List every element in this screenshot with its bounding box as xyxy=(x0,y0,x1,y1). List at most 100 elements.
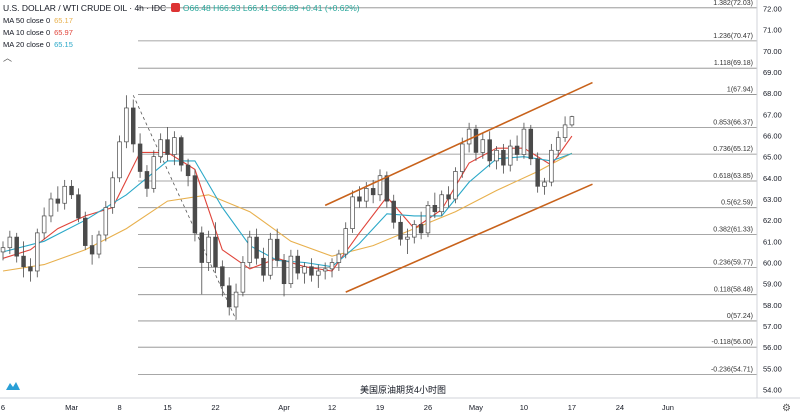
candle-body xyxy=(555,137,561,151)
candle-body xyxy=(103,207,109,236)
time-tick-label: Jun xyxy=(662,403,674,412)
price-tick-label: 55.00 xyxy=(763,364,782,373)
time-tick-label: 24 xyxy=(616,403,624,412)
chart-header: U.S. DOLLAR / WTI CRUDE OIL · 4h · IDC O… xyxy=(3,3,360,13)
candle-body xyxy=(439,194,444,213)
candle-body xyxy=(425,205,431,234)
price-tick-label: 59.00 xyxy=(763,280,782,289)
candle-body xyxy=(274,238,280,261)
candle-body xyxy=(446,194,451,200)
candle-body xyxy=(432,205,438,213)
candle-body xyxy=(76,194,81,219)
fib-level-label: -0.236(54.71) xyxy=(711,367,753,374)
candle-body xyxy=(131,107,136,145)
fib-level-label: 1.382(72.03) xyxy=(713,0,753,7)
candle-body xyxy=(261,257,266,276)
indicator-label: MA 10 close 0 xyxy=(3,28,51,37)
candle-body xyxy=(288,255,294,285)
time-tick-label: 12 xyxy=(328,403,336,412)
time-tick-label: 10 xyxy=(520,403,528,412)
symbol-title[interactable]: U.S. DOLLAR / WTI CRUDE OIL · 4h · IDC xyxy=(3,3,167,13)
price-tick-label: 54.00 xyxy=(763,386,782,395)
candle-body xyxy=(514,145,520,155)
time-tick-label: Mar xyxy=(65,403,78,412)
candle-body xyxy=(295,255,300,274)
time-tick-label: 15 xyxy=(163,403,171,412)
candle-body xyxy=(21,255,26,268)
candle-body xyxy=(494,149,499,162)
candle-body xyxy=(206,236,211,263)
candle-body xyxy=(302,266,307,274)
candle-body xyxy=(501,149,506,166)
price-tick-label: 57.00 xyxy=(763,322,782,331)
candle-body xyxy=(28,266,33,272)
price-tick-label: 58.00 xyxy=(763,301,782,310)
candle-body xyxy=(165,139,170,155)
indicator-value: 65.17 xyxy=(54,16,73,25)
chevron-up-icon[interactable]: ︿ xyxy=(3,53,13,63)
price-tick-label: 72.00 xyxy=(763,4,782,13)
candle-body xyxy=(453,171,458,200)
candle-body xyxy=(549,149,554,183)
candle-body xyxy=(35,232,40,272)
price-tick-label: 65.00 xyxy=(763,153,782,162)
candle-body xyxy=(281,260,287,285)
candle-body xyxy=(7,236,13,249)
price-tick-label: 70.00 xyxy=(763,47,782,56)
candle-body xyxy=(233,291,239,308)
time-tick-label: Apr xyxy=(278,403,290,412)
fib-diagonal-line xyxy=(132,95,237,320)
candle-body xyxy=(268,238,273,276)
candle-body xyxy=(405,236,410,240)
fib-level-label: 0.118(58.48) xyxy=(714,287,753,294)
time-tick-label: 26 xyxy=(424,403,432,412)
time-axis: 6 Mar 8 15 22 Apr 12 19 26 May 10 17 24 Jun xyxy=(0,397,800,412)
time-tick-label: 8 xyxy=(117,403,121,412)
fib-level-label: 1.236(70.47) xyxy=(713,33,753,40)
candle-body xyxy=(412,224,417,238)
candle-body xyxy=(528,128,534,160)
fib-level-label: 0.736(65.12) xyxy=(713,146,753,153)
candle-body xyxy=(418,224,424,234)
time-tick-label: May xyxy=(469,403,483,412)
candle-body xyxy=(480,139,486,153)
candle-body xyxy=(220,266,225,287)
price-axis: 54.00 55.00 56.00 57.00 58.00 59.00 60.00 61.00… xyxy=(756,0,782,398)
indicator-ma50[interactable]: MA 50 close 0 65.17 xyxy=(3,16,73,25)
price-tick-label: 68.00 xyxy=(763,89,782,98)
candle-body xyxy=(460,143,465,172)
candle-body xyxy=(55,198,61,204)
candle-body xyxy=(364,188,369,202)
candle-body xyxy=(137,143,143,172)
indicator-label: MA 50 close 0 xyxy=(3,16,51,25)
time-tick-label: 17 xyxy=(568,403,576,412)
fib-level-label: 1(67.94) xyxy=(727,86,753,93)
indicator-value: 65.15 xyxy=(54,40,73,49)
gear-icon[interactable]: ⚙ xyxy=(782,403,791,414)
candle-body xyxy=(357,196,362,202)
candle-body xyxy=(336,253,342,263)
candle-body xyxy=(384,175,390,202)
candle-body xyxy=(124,107,129,143)
candle-body xyxy=(89,245,95,255)
candle-body xyxy=(254,236,259,259)
time-tick-label: 19 xyxy=(376,403,384,412)
candle-body xyxy=(508,145,513,166)
candle-body xyxy=(158,139,163,158)
chart-caption: 美国原油期货4小时图 xyxy=(360,385,447,395)
tradingview-logo-icon[interactable] xyxy=(5,380,21,392)
candles xyxy=(0,95,575,320)
candle-body xyxy=(62,185,67,204)
channel-lower-line xyxy=(345,183,593,293)
candle-body xyxy=(521,128,527,155)
candle-body xyxy=(542,181,547,187)
fib-level-label: 0.5(62.59) xyxy=(721,200,753,207)
candle-body xyxy=(316,270,321,276)
fib-level-label: 0.618(63.85) xyxy=(713,173,753,180)
indicator-ma10[interactable]: MA 10 close 0 65.97 xyxy=(3,28,73,37)
candle-body xyxy=(398,221,403,240)
indicator-ma20[interactable]: MA 20 close 0 65.15 xyxy=(3,40,73,49)
fib-level-label: 0(57.24) xyxy=(727,313,753,320)
candle-body xyxy=(110,177,115,208)
